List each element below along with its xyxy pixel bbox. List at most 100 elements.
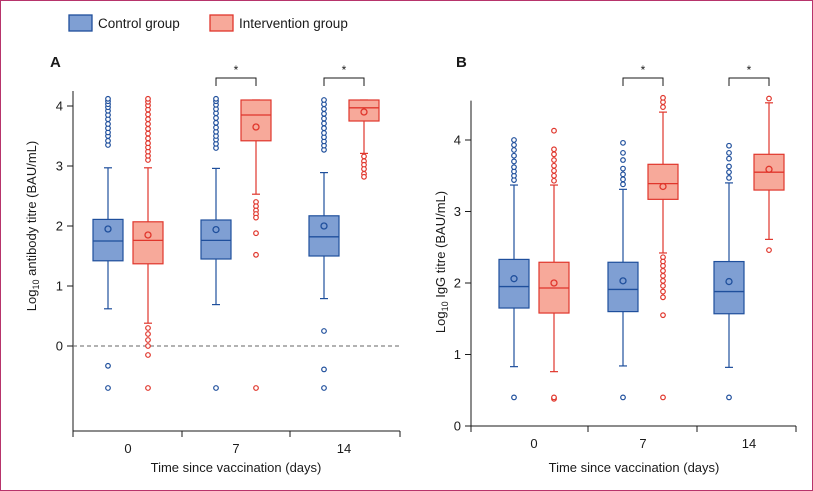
panel-b-control-box-day-7 [607,139,639,401]
mean-marker [550,279,558,287]
legend-swatch-control [68,14,93,32]
outlier-point [551,394,557,401]
outlier-point [511,147,517,153]
mean-marker [252,123,260,131]
outlier-point [105,121,111,127]
box-iqr [132,221,164,265]
outlier-point [253,251,259,258]
outlier-point [145,352,151,358]
outlier-point [620,181,626,188]
outlier-point [551,177,557,184]
outlier-point [726,142,732,149]
panel-b-y-tick-label: 0 [454,419,461,434]
mean-marker [360,108,368,116]
outlier-point [105,385,111,391]
outlier-point [253,214,259,221]
panel-b-x-tick-label: 14 [742,436,756,451]
significance-label: * [234,63,239,77]
outlier-point [660,288,666,295]
panel-a-x-tick-label: 7 [232,441,239,456]
outlier-point [511,158,517,165]
significance-label: * [641,63,646,77]
panel-b-y-tick-label: 1 [454,347,461,362]
panel-b-control-box-day-0 [498,137,530,401]
mean-marker [659,182,667,191]
significance-bracket [622,77,664,86]
outlier-point [145,111,151,118]
panel-a-label: A [50,54,61,71]
panel-b-y-tick-label: 3 [454,204,461,219]
mean-marker [619,277,627,285]
box-iqr [607,261,639,313]
outlier-point [511,164,517,171]
outlier-point [551,167,557,174]
outlier-point [105,137,111,144]
outlier-point [551,127,557,134]
outlier-point [620,149,626,156]
outlier-point [726,169,732,176]
outlier-point [145,331,151,337]
outlier-point [321,125,327,132]
outlier-point [766,247,772,254]
box-iqr [713,260,745,315]
mean-marker [320,222,328,230]
outlier-point [551,151,557,158]
outlier-point [620,165,626,172]
outlier-point [321,115,327,122]
outlier-point [660,94,666,101]
outlier-point [145,343,151,349]
outlier-point [321,110,327,117]
outlier-point [145,135,151,142]
outlier-point [660,104,666,111]
outlier-point [726,163,732,170]
panel-b-x-axis-title: Time since vaccination (days) [549,460,720,475]
panel-a-x-axis-title: Time since vaccination (days) [151,460,322,475]
outlier-point [660,394,666,401]
mean-marker [765,165,773,173]
outlier-point [620,157,626,163]
significance-bracket [323,77,365,86]
panel-a-x-tick-label: 0 [124,441,131,456]
panel-a-intervention-box-day-0 [132,95,164,391]
significance-bracket [215,77,257,86]
outlier-point [726,155,732,162]
panel-a-plot: 0 1 2 3 4 0 7 14 * * [56,63,401,456]
outlier-point [145,116,151,123]
box-iqr [498,258,530,309]
panel-b-label: B [456,54,467,71]
panel-a-significance-day-7: * [215,63,257,86]
outlier-point [551,146,557,153]
mean-marker [510,275,518,283]
mean-marker [104,225,112,233]
outlier-point [726,149,732,156]
outlier-point [321,106,327,112]
panel-a-intervention-box-day-14 [348,99,380,180]
outlier-point [620,176,626,183]
mean-marker [725,277,733,286]
outlier-point [213,115,219,121]
outlier-point [660,272,666,279]
significance-label: * [747,63,752,77]
panel-a-y-tick-label: 4 [56,99,63,114]
outlier-point [361,166,367,172]
outlier-point [321,120,327,127]
panel-a-y-tick-label: 1 [56,279,63,294]
panel-a-y-tick-label: 3 [56,159,63,174]
outlier-point [726,174,732,181]
outlier-point [660,277,666,284]
box-iqr [308,215,340,257]
outlier-point [321,385,327,391]
outlier-point [145,130,151,137]
panel-a-intervention-box-day-7 [240,99,272,391]
mean-marker [144,231,152,239]
outlier-point [105,362,111,369]
outlier-point [213,124,219,131]
outlier-point [213,95,219,102]
outlier-point [361,153,367,160]
outlier-point [660,282,666,289]
outlier-point [511,394,517,401]
panel-b-y-axis-title: Log10 IgG titre (BAU/mL) [433,191,450,333]
outlier-point [105,95,111,102]
panel-b-y-tick-label: 2 [454,276,461,291]
outlier-point [620,171,626,178]
